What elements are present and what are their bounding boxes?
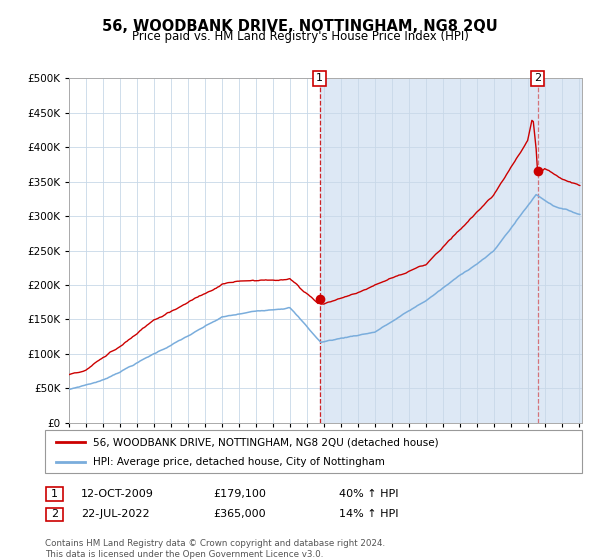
Bar: [320, 78, 600, 423]
Text: 1: 1: [316, 73, 323, 83]
Text: 2: 2: [534, 73, 541, 83]
Text: HPI: Average price, detached house, City of Nottingham: HPI: Average price, detached house, City…: [94, 456, 385, 466]
Text: 56, WOODBANK DRIVE, NOTTINGHAM, NG8 2QU (detached house): 56, WOODBANK DRIVE, NOTTINGHAM, NG8 2QU …: [94, 437, 439, 447]
Text: 22-JUL-2022: 22-JUL-2022: [81, 509, 149, 519]
Text: 12-OCT-2009: 12-OCT-2009: [81, 489, 154, 499]
Text: Price paid vs. HM Land Registry's House Price Index (HPI): Price paid vs. HM Land Registry's House …: [131, 30, 469, 43]
Text: £365,000: £365,000: [213, 509, 266, 519]
Text: £179,100: £179,100: [213, 489, 266, 499]
Text: 40% ↑ HPI: 40% ↑ HPI: [339, 489, 398, 499]
Text: 14% ↑ HPI: 14% ↑ HPI: [339, 509, 398, 519]
Text: 56, WOODBANK DRIVE, NOTTINGHAM, NG8 2QU: 56, WOODBANK DRIVE, NOTTINGHAM, NG8 2QU: [102, 19, 498, 34]
Text: 2: 2: [51, 510, 58, 519]
Text: 1: 1: [51, 489, 58, 499]
Text: Contains HM Land Registry data © Crown copyright and database right 2024.
This d: Contains HM Land Registry data © Crown c…: [45, 539, 385, 559]
